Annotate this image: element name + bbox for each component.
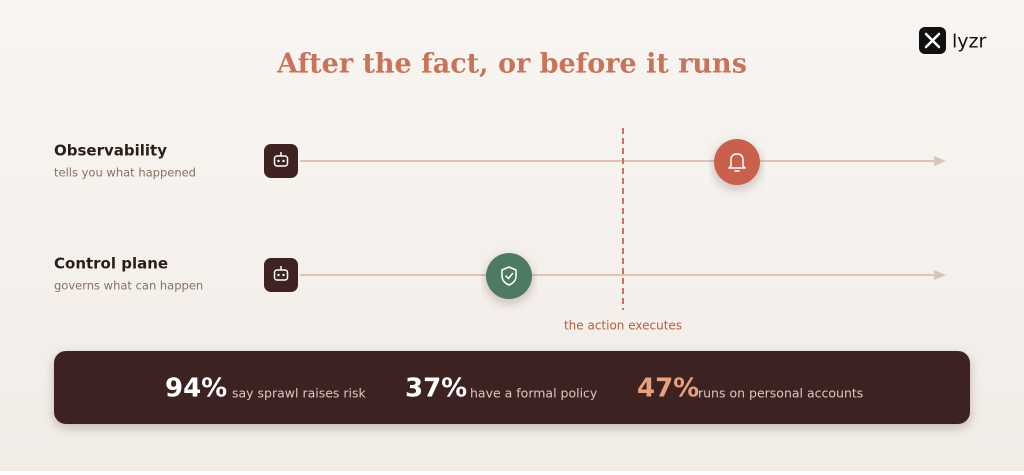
- guard-node: [486, 253, 532, 299]
- stat-text: say sprawl raises risk: [232, 386, 367, 401]
- stats-bar: [54, 351, 970, 424]
- stat-text: runs on personal accounts: [698, 386, 863, 401]
- row-caption: governs what can happen: [54, 279, 203, 293]
- agent-icon: [264, 258, 298, 292]
- stat-text: have a formal policy: [470, 386, 598, 401]
- divider-label: the action executes: [564, 319, 682, 333]
- stat-value: 37%: [405, 374, 467, 404]
- title: After the fact, or before it runs: [276, 49, 747, 80]
- brand-logo: lyzr: [919, 27, 986, 54]
- stat-value: 94%: [165, 374, 227, 404]
- row-label: Control plane: [54, 255, 168, 273]
- alert-node: [714, 139, 760, 185]
- row-caption: tells you what happened: [54, 166, 196, 180]
- agent-icon: [264, 144, 298, 178]
- arrow-head: [934, 156, 946, 166]
- arrow-head: [934, 270, 946, 280]
- row-label: Observability: [54, 142, 167, 160]
- brand-name: lyzr: [952, 31, 986, 53]
- stat-value: 47%: [637, 374, 699, 404]
